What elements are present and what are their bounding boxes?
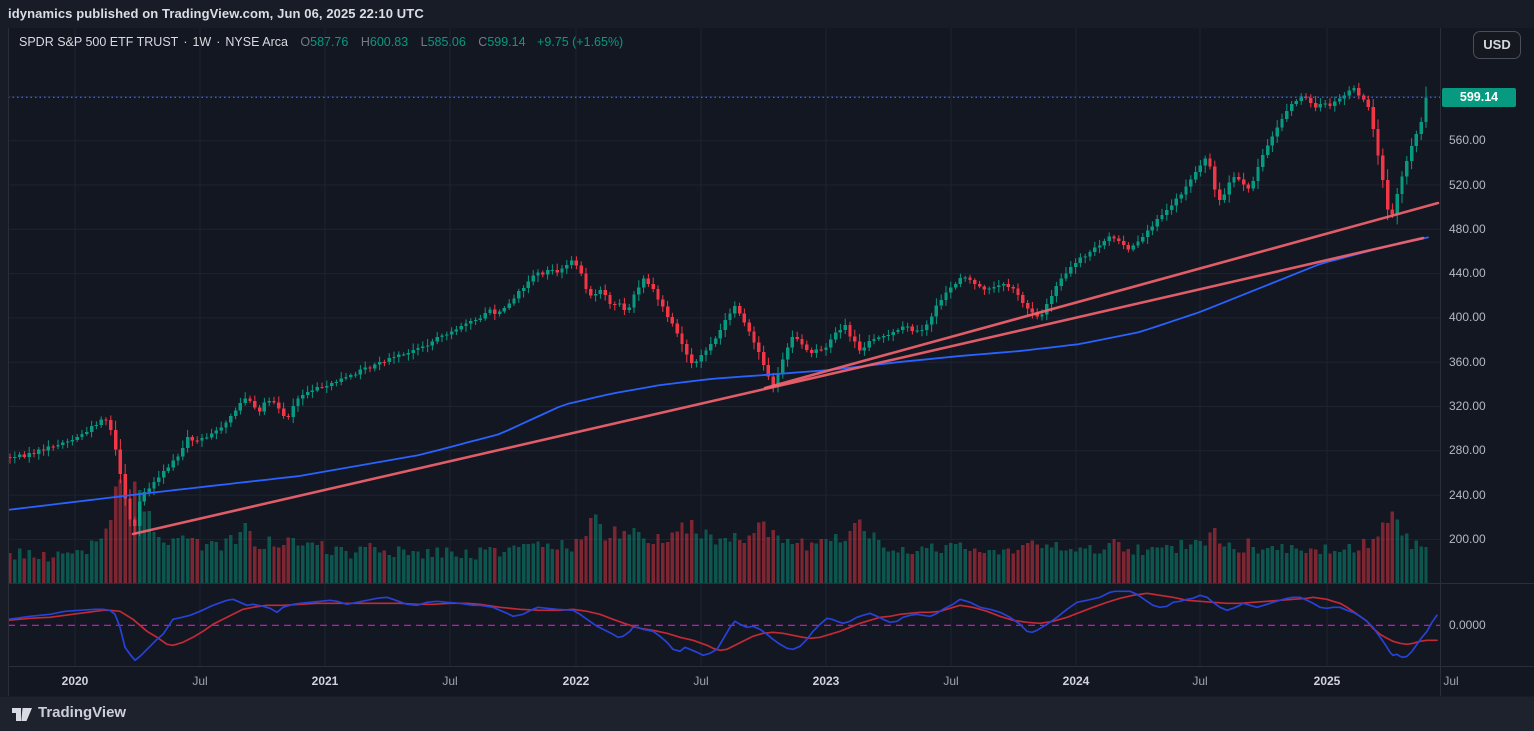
price-chart-canvas[interactable] [8,28,1534,696]
currency-toggle-button[interactable]: USD [1473,31,1521,59]
footer-bar: TradingView [0,697,1534,731]
price-axis-label: 400.00 [1449,310,1486,325]
price-axis-label: 520.00 [1449,177,1486,192]
tradingview-brand-text[interactable]: TradingView [38,704,127,721]
price-axis-label: 360.00 [1449,354,1486,369]
time-axis-label-2022: 2022 [562,674,590,688]
chart-widget[interactable]: SPDR S&P 500 ETF TRUST · 1W · NYSE Arca O587… [8,28,1534,696]
last-price-label: 599.14 [1442,87,1516,107]
low-letter: L [420,35,428,49]
price-axis-label: 200.00 [1449,531,1486,546]
open-letter: O [300,35,311,49]
exchange-label: NYSE Arca [225,35,288,49]
high-letter: H [360,35,370,49]
price-axis-label: 560.00 [1449,133,1486,148]
interval-label: 1W [192,35,212,49]
symbol-legend[interactable]: SPDR S&P 500 ETF TRUST · 1W · NYSE Arca O587… [19,35,623,49]
legend-separator: · [216,35,221,49]
price-axis-label: 480.00 [1449,221,1486,236]
tradingview-logo-icon[interactable] [10,704,34,724]
symbol-title: SPDR S&P 500 ETF TRUST [19,35,179,49]
time-axis-label-jul: Jul [192,674,208,688]
time-axis-label-2024: 2024 [1062,674,1090,688]
oscillator-zero-label: 0.0000 [1449,617,1486,632]
price-axis-label: 240.00 [1449,487,1486,502]
time-axis-label-jul: Jul [943,674,959,688]
close-letter: C [478,35,488,49]
price-axis-label: 320.00 [1449,399,1486,413]
time-axis-label-2021: 2021 [311,674,339,688]
time-axis-label-2020: 2020 [61,674,89,688]
attribution-bar: idynamics published on TradingView.com, … [8,6,424,21]
time-axis-label-2025: 2025 [1313,674,1341,688]
price-axis-label: 280.00 [1449,443,1486,458]
high-value: 600.83 [369,35,409,49]
time-axis-label-jul: Jul [1192,674,1208,688]
legend-separator: · [183,35,188,49]
time-axis-label-jul: Jul [693,674,709,688]
time-axis-label-jul: Jul [442,674,458,688]
close-value: 599.14 [487,35,526,49]
open-value: 587.76 [310,35,349,49]
change-value: +9.75 (+1.65%) [537,35,624,49]
low-value: 585.06 [427,35,466,49]
time-axis-label-2023: 2023 [812,674,840,688]
price-axis-label: 440.00 [1449,266,1486,281]
time-axis-label-jul: Jul [1443,674,1459,688]
